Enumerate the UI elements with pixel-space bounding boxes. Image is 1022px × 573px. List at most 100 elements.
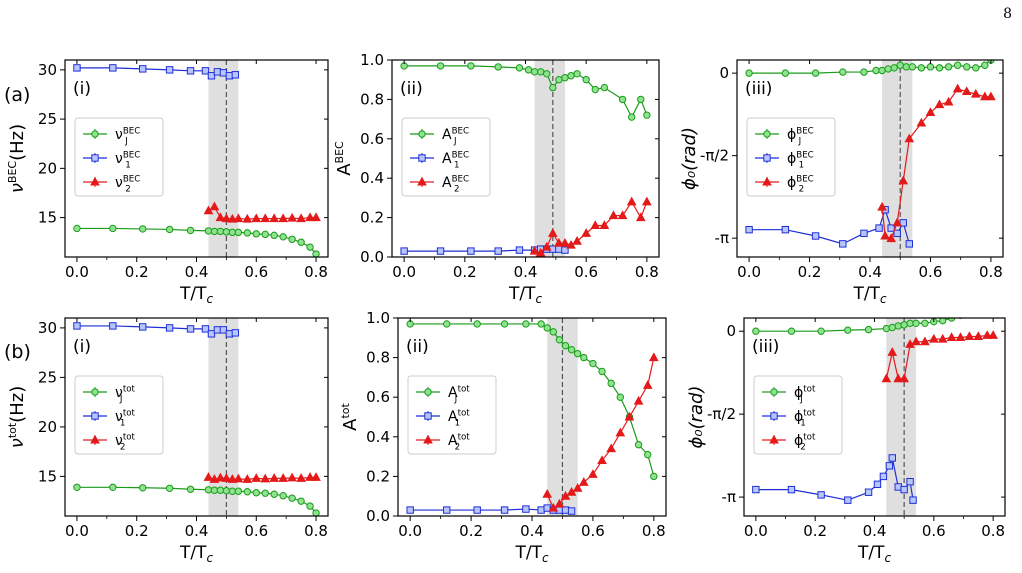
legend-entry: Atot 1 — [448, 408, 470, 428]
x-tick-label: 0.0 — [65, 522, 89, 540]
data-point-2 — [572, 483, 583, 492]
legend-entry-sub: 1 — [800, 418, 806, 428]
data-point-2 — [251, 213, 262, 223]
x-axis-label-main: T/T — [179, 543, 207, 563]
legend-entry-sym: A — [442, 127, 452, 143]
legend-entry-sup: tot — [123, 432, 136, 442]
y-tick-label: 0.8 — [366, 349, 390, 367]
legend-entry-sup: BEC — [452, 126, 469, 136]
legend-entry-sup: tot — [458, 408, 471, 418]
legend-entry-sym: ϕ — [787, 151, 796, 167]
data-point-J — [947, 318, 956, 322]
legend-marker — [769, 434, 779, 444]
data-point-J — [573, 349, 582, 358]
y-axis-label: ABEC — [333, 141, 355, 176]
data-point-1 — [213, 326, 222, 334]
legend-entry-sup: tot — [803, 384, 816, 394]
data-point-1 — [139, 65, 147, 73]
data-point-J — [860, 68, 868, 76]
data-point-2 — [581, 228, 592, 237]
y-tick-label: 15 — [38, 209, 57, 227]
data-point-J — [894, 322, 902, 330]
data-point-J — [279, 233, 287, 241]
data-point-J — [944, 63, 953, 71]
data-point-1 — [494, 247, 502, 255]
legend-entry: νtot 2 — [115, 432, 136, 452]
data-point-J — [165, 225, 174, 234]
data-point-2 — [560, 237, 570, 247]
legend-entry-sup: BEC — [796, 126, 813, 136]
y-axis-label: νBEC(Hz) — [6, 124, 28, 193]
data-point-2 — [547, 228, 558, 237]
transition-band — [208, 60, 239, 257]
legend-entry-sym: ϕ — [794, 409, 803, 425]
data-point-J — [839, 68, 847, 76]
legend-entry-sym: ν — [115, 127, 123, 143]
data-point-1 — [537, 506, 545, 514]
y-tick-label: -π/2 — [707, 405, 736, 423]
data-point-2 — [305, 212, 315, 222]
data-point-1 — [873, 480, 882, 489]
data-point-2 — [296, 213, 306, 223]
data-point-1 — [811, 232, 820, 240]
y-tick-label: 0.4 — [366, 428, 390, 446]
data-point-2 — [233, 213, 244, 223]
data-point-J — [844, 326, 852, 334]
x-tick-label: 0.0 — [392, 263, 416, 281]
data-point-2 — [955, 332, 966, 342]
x-tick-label: 0.8 — [304, 263, 328, 281]
x-tick-label: 0.8 — [979, 263, 1003, 281]
data-point-J — [297, 497, 305, 505]
legend-box — [753, 375, 843, 455]
legend-entry-sym: ν — [115, 385, 123, 401]
x-axis-label-sub: c — [535, 292, 542, 306]
legend-marker — [763, 130, 771, 138]
data-point-J — [884, 65, 892, 73]
data-point-J — [109, 483, 117, 491]
y-tick-label: 1.0 — [360, 51, 384, 69]
data-point-2 — [541, 241, 552, 251]
data-point-J — [567, 72, 575, 80]
data-point-2 — [943, 96, 954, 106]
y-axis-label: νtot(Hz) — [6, 386, 28, 448]
data-point-J — [627, 113, 636, 121]
data-point-2 — [554, 498, 565, 508]
data-point-J — [443, 320, 451, 328]
data-point-1 — [561, 506, 570, 514]
data-point-1 — [73, 64, 81, 72]
data-point-2 — [986, 91, 996, 101]
data-point-1 — [839, 240, 847, 248]
data-point-2 — [925, 107, 936, 117]
data-point-J — [878, 66, 886, 75]
y-axis-label-main: A — [340, 418, 361, 431]
legend-entry: ABEC 2 — [442, 174, 469, 194]
data-point-J — [787, 327, 796, 335]
data-point-1 — [225, 330, 234, 338]
page-number: 8 — [1003, 6, 1012, 22]
y-tick-label: 0 — [726, 322, 736, 340]
y-tick-label: 30 — [38, 319, 57, 337]
data-point-2 — [305, 472, 315, 481]
x-axis-label: T/Tc — [852, 284, 887, 306]
data-point-J — [261, 230, 269, 239]
data-point-2 — [311, 212, 321, 222]
data-point-J — [216, 227, 225, 236]
data-point-J — [745, 69, 753, 77]
data-point-2 — [904, 133, 915, 143]
data-point-J — [912, 319, 920, 327]
data-point-J — [616, 393, 625, 401]
data-point-J — [781, 69, 790, 77]
data-point-J — [598, 367, 606, 376]
x-axis-label-main: T/T — [857, 543, 885, 563]
legend-entry: ABEC J — [442, 126, 469, 146]
y-axis-label-main: ϕ₀(rad) — [686, 386, 707, 449]
y-axis-label: Atot — [339, 402, 361, 430]
y-tick-label: 0.6 — [360, 130, 384, 148]
x-tick-label: 0.8 — [635, 263, 659, 281]
x-tick-label: 0.2 — [453, 263, 477, 281]
data-point-1 — [201, 325, 210, 333]
legend-entry-sup: BEC — [452, 174, 469, 184]
data-point-2 — [215, 472, 226, 482]
data-point-J — [890, 64, 898, 72]
legend-marker — [424, 388, 432, 396]
